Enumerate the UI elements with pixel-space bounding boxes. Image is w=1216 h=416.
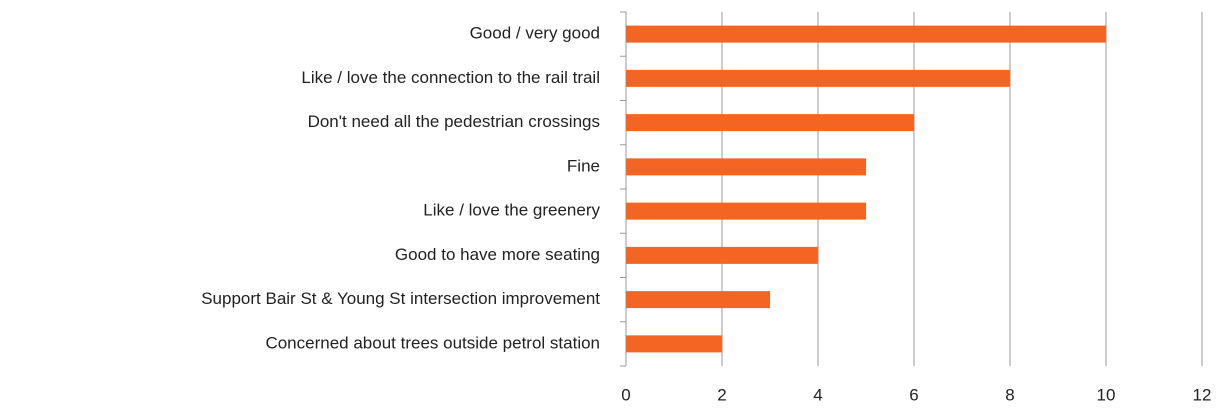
bar — [626, 291, 770, 309]
y-tick-label: Like / love the connection to the rail t… — [301, 68, 600, 87]
y-tick-label: Like / love the greenery — [423, 201, 600, 220]
y-tick-label: Fine — [567, 156, 600, 175]
x-tick-label: 4 — [813, 385, 822, 404]
bar — [626, 69, 1010, 87]
y-tick-label: Good / very good — [470, 24, 600, 43]
bar — [626, 114, 914, 132]
bar — [626, 202, 866, 220]
x-tick-label: 6 — [909, 385, 918, 404]
y-tick-label: Good to have more seating — [395, 245, 600, 264]
y-tick-label: Concerned about trees outside petrol sta… — [265, 333, 600, 352]
bar — [626, 335, 722, 353]
x-tick-label: 0 — [621, 385, 630, 404]
bar — [626, 246, 818, 264]
bar — [626, 25, 1106, 43]
bar — [626, 158, 866, 176]
y-tick-label: Don't need all the pedestrian crossings — [308, 112, 600, 131]
y-tick-label: Support Bair St & Young St intersection … — [201, 289, 600, 308]
x-tick-label: 10 — [1097, 385, 1116, 404]
x-tick-label: 2 — [717, 385, 726, 404]
x-tick-label: 12 — [1193, 385, 1212, 404]
x-tick-label: 8 — [1005, 385, 1014, 404]
